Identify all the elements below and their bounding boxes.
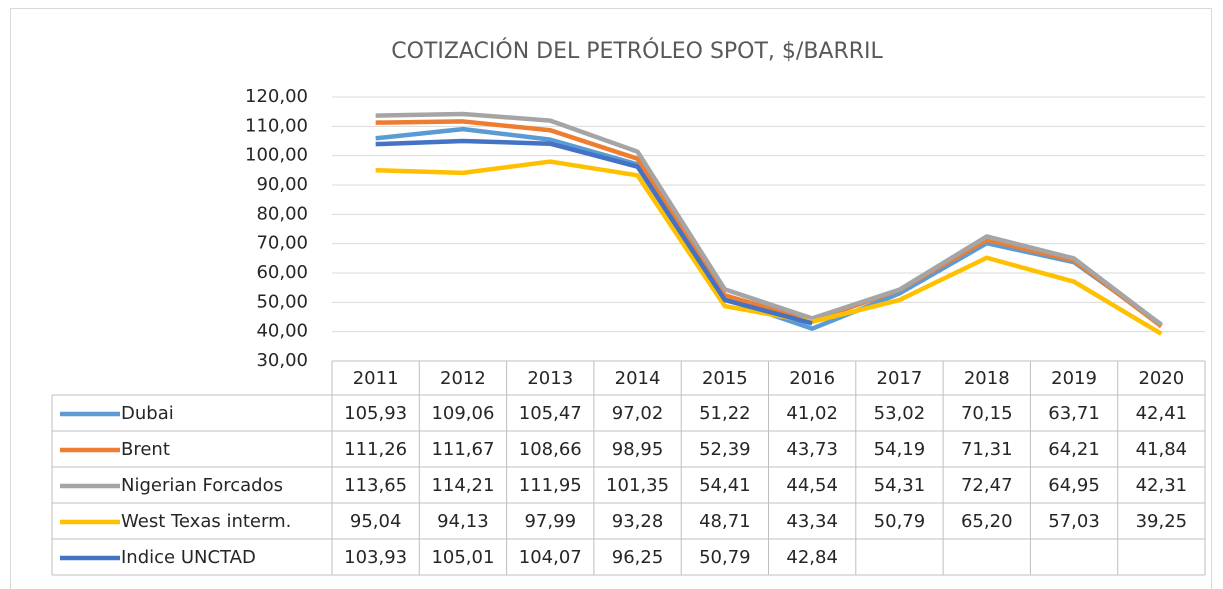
y-tick-label: 60,00 — [256, 262, 308, 283]
table-value: 64,21 — [1048, 439, 1100, 460]
table-value: 98,95 — [612, 439, 664, 460]
table-value: 57,03 — [1048, 511, 1100, 532]
x-tick-label: 2014 — [615, 368, 661, 389]
table-value: 103,93 — [344, 547, 407, 568]
table-value: 104,07 — [519, 547, 582, 568]
table-value: 105,01 — [431, 547, 494, 568]
table-value: 43,34 — [786, 511, 838, 532]
table-value: 41,02 — [786, 403, 838, 424]
x-tick-label: 2020 — [1138, 368, 1184, 389]
table-value: 65,20 — [961, 511, 1013, 532]
y-tick-label: 40,00 — [256, 321, 308, 342]
legend-label: Indice UNCTAD — [121, 547, 256, 568]
table-value: 113,65 — [344, 475, 407, 496]
table-value: 54,19 — [874, 439, 926, 460]
table-value: 52,39 — [699, 439, 751, 460]
chart-title: COTIZACIÓN DEL PETRÓLEO SPOT, $/BARRIL — [391, 38, 883, 64]
y-tick-label: 50,00 — [256, 291, 308, 312]
table-value: 101,35 — [606, 475, 669, 496]
table-value: 111,95 — [519, 475, 582, 496]
y-tick-label: 90,00 — [256, 174, 308, 195]
table-value: 63,71 — [1048, 403, 1100, 424]
table-value: 108,66 — [519, 439, 582, 460]
table-value: 97,99 — [524, 511, 576, 532]
table-value: 70,15 — [961, 403, 1013, 424]
chart-border — [10, 8, 1212, 589]
table-value: 42,84 — [786, 547, 838, 568]
table-value: 53,02 — [874, 403, 926, 424]
table-value: 54,41 — [699, 475, 751, 496]
table-value: 105,93 — [344, 403, 407, 424]
table-value: 95,04 — [350, 511, 402, 532]
x-tick-label: 2016 — [789, 368, 835, 389]
x-tick-label: 2011 — [353, 368, 399, 389]
table-value: 97,02 — [612, 403, 664, 424]
legend-label: West Texas interm. — [121, 511, 291, 532]
table-value: 50,79 — [699, 547, 751, 568]
table-value: 42,31 — [1136, 475, 1188, 496]
table-value: 39,25 — [1136, 511, 1188, 532]
y-tick-label: 110,00 — [245, 115, 308, 136]
table-value: 94,13 — [437, 511, 489, 532]
table-value: 44,54 — [786, 475, 838, 496]
legend-label: Dubai — [121, 403, 174, 424]
table-value: 51,22 — [699, 403, 751, 424]
table-value: 50,79 — [874, 511, 926, 532]
table-value: 111,67 — [431, 439, 494, 460]
table-value: 54,31 — [874, 475, 926, 496]
table-value: 111,26 — [344, 439, 407, 460]
table-value: 48,71 — [699, 511, 751, 532]
legend-label: Brent — [121, 439, 170, 460]
series-line — [375, 119, 1163, 329]
x-tick-label: 2012 — [440, 368, 486, 389]
x-tick-label: 2017 — [877, 368, 923, 389]
table-value: 71,31 — [961, 439, 1013, 460]
y-tick-label: 80,00 — [256, 203, 308, 224]
x-tick-label: 2019 — [1051, 368, 1097, 389]
x-tick-label: 2013 — [527, 368, 573, 389]
table-value: 43,73 — [786, 439, 838, 460]
x-tick-label: 2015 — [702, 368, 748, 389]
table-value: 64,95 — [1048, 475, 1100, 496]
table-value: 105,47 — [519, 403, 582, 424]
y-tick-label: 30,00 — [256, 350, 308, 371]
series-line — [375, 111, 1163, 327]
table-value: 109,06 — [431, 403, 494, 424]
y-tick-label: 120,00 — [245, 86, 308, 107]
table-value: 42,41 — [1136, 403, 1188, 424]
legend-label: Nigerian Forcados — [121, 475, 283, 496]
y-tick-label: 100,00 — [245, 145, 308, 166]
x-tick-label: 2018 — [964, 368, 1010, 389]
table-value: 72,47 — [961, 475, 1013, 496]
table-value: 114,21 — [431, 475, 494, 496]
y-tick-label: 70,00 — [256, 233, 308, 254]
series-line — [375, 138, 813, 326]
table-value: 41,84 — [1136, 439, 1188, 460]
table-value: 93,28 — [612, 511, 664, 532]
table-value: 96,25 — [612, 547, 664, 568]
